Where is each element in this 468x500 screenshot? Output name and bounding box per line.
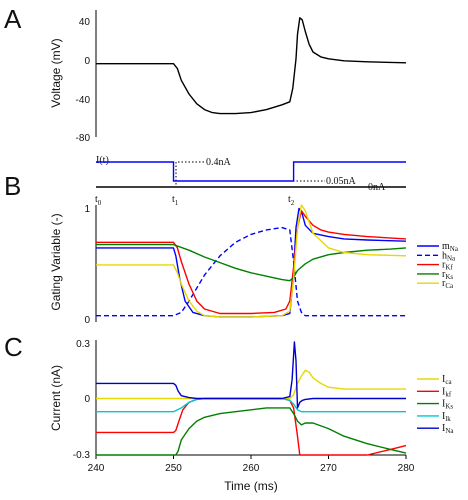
panel-label-a: A [4,4,22,34]
panel-label-c: C [4,332,23,362]
voltage-panel: 40 0 -40 -80 Voltage (mV) [49,10,407,144]
voltage-series [96,17,407,115]
current-i-na-line [96,341,406,409]
panel-label-b: B [4,171,21,201]
current-legend-label-i-lk: Ilk [442,411,451,423]
time-tick-label: 280 [398,463,415,474]
time-tick-label: 240 [88,463,105,474]
tick-t2: t2 [288,194,295,207]
voltage-tick-label: 0 [84,56,90,67]
stimulus-series [96,161,406,182]
current-legend-label-i-na: INa [442,423,454,435]
voltage-tick-label: -80 [76,133,91,144]
time-tick-label: 250 [165,463,182,474]
gating-m-na-line [96,207,407,318]
tick-t0: t0 [95,194,102,207]
voltage-tick-label: 40 [79,17,91,28]
time-ticks: 240 250 260 270 280 [88,455,415,474]
current-i-ks-line [96,407,407,456]
current-series [96,341,407,456]
tick-t1: t1 [172,194,179,207]
gating-legend-label-r-kf: rKf [442,260,453,272]
current-legend-label-i-ks: IKs [442,399,453,411]
current-legend-label-i-ca: Ica [442,374,452,386]
current-panel: 0.3 0 -0.3 Current (nA) 240 250 260 270 280 … [49,339,454,493]
stimulus-label: I(t) [96,155,109,166]
gating-r-ks-line [96,243,407,282]
stimulus-current-line [96,161,406,182]
current-i-kf-line [96,397,407,456]
current-i-ca-line [96,369,406,400]
gating-tick-label: 1 [84,204,90,215]
annotation-0.05nA: 0.05nA [326,176,357,187]
voltage-axis-title: Voltage (mV) [49,38,63,107]
stimulus-panel: I(t) 0.4nA 0.05nA 0nA t0 t1 t2 [95,155,406,207]
gating-axis-title: Gating Variable (-) [49,213,63,310]
time-tick-label: 270 [320,463,337,474]
time-tick-label: 260 [243,463,260,474]
gating-r-kf-line [96,209,407,315]
current-axis-title: Current (nA) [49,365,63,431]
gating-legend-label-h-na: hNa [442,250,456,262]
current-legend-label-i-kf: Ikf [442,386,452,398]
current-tick-label: 0.3 [76,339,90,350]
gating-legend-label-m-na: mNa [442,241,459,253]
voltage-tick-label: -40 [76,95,91,106]
gating-legend-label-r-ca: rCa [442,278,454,290]
gating-h-na-line [96,226,406,317]
current-i-lk-line [96,397,406,413]
voltage-trace-line [96,17,407,115]
gating-series [96,204,407,318]
current-tick-label: 0 [84,394,90,405]
gating-r-ca-line [96,204,407,318]
time-axis-title: Time (ms) [224,479,278,493]
annotation-0nA: 0nA [368,182,386,193]
current-tick-label: -0.3 [73,450,91,461]
gating-tick-label: 0 [84,315,90,326]
annotation-0.4nA: 0.4nA [206,157,232,168]
gating-legend-label-r-ks: rKs [442,269,453,281]
